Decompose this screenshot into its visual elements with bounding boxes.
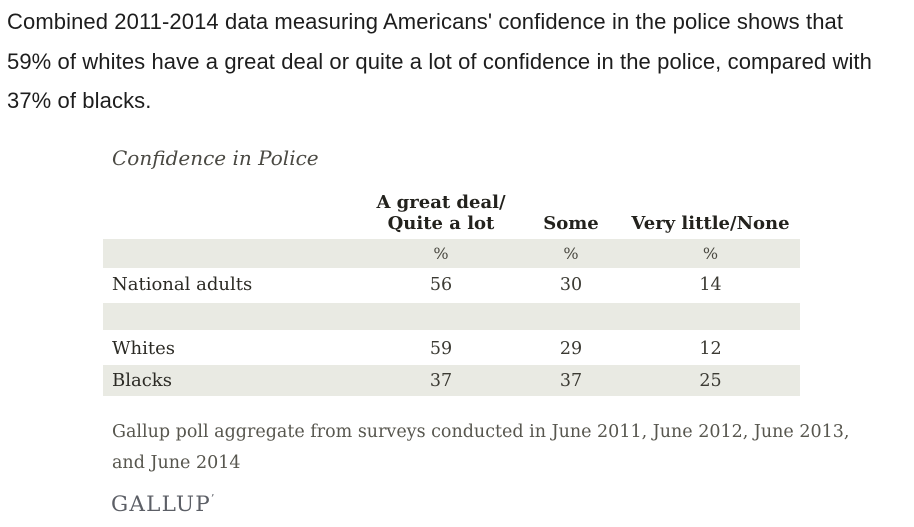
table-row-blacks: Blacks 37 37 25 xyxy=(103,365,800,396)
table-row-national-adults: National adults 56 30 14 xyxy=(103,268,800,301)
value-blacks-great-deal: 37 xyxy=(429,370,453,391)
value-national-some: 30 xyxy=(559,274,583,295)
table-row-whites: Whites 59 29 12 xyxy=(103,332,800,365)
gallup-trademark-tick: ’ xyxy=(210,492,215,505)
unit-percent: % xyxy=(702,244,719,263)
unit-percent: % xyxy=(563,244,579,263)
intro-line-1: Combined 2011-2014 data measuring Americ… xyxy=(7,9,844,34)
intro-line-3: 37% of blacks. xyxy=(7,88,152,113)
value-blacks-some: 37 xyxy=(559,370,583,391)
source-note-line1: Gallup poll aggregate from surveys condu… xyxy=(112,422,850,442)
spacer-row xyxy=(103,301,800,332)
value-national-very-little: 14 xyxy=(699,274,722,295)
figure-title: Confidence in Police xyxy=(112,146,319,170)
source-note-line2: and June 2014 xyxy=(112,452,241,473)
value-whites-very-little: 12 xyxy=(699,338,722,359)
column-header-great-deal-line1: A great deal/ xyxy=(376,192,506,213)
gallup-wordmark: GALLUP xyxy=(111,492,211,517)
value-whites-great-deal: 59 xyxy=(429,338,453,359)
table-header-row: A great deal/ Quite a lot Some Very litt… xyxy=(103,188,800,239)
row-label: Whites xyxy=(112,338,175,359)
gallup-logo: GALLUP’ xyxy=(111,492,214,517)
value-whites-some: 29 xyxy=(559,338,583,359)
confidence-in-police-table: A great deal/ Quite a lot Some Very litt… xyxy=(103,188,800,396)
intro-paragraph: Combined 2011-2014 data measuring Americ… xyxy=(7,2,872,121)
column-header-great-deal: A great deal/ Quite a lot xyxy=(361,192,521,234)
value-blacks-very-little: 25 xyxy=(699,370,722,391)
intro-line-2: 59% of whites have a great deal or quite… xyxy=(7,48,872,74)
column-header-very-little: Very little/None xyxy=(631,213,790,234)
column-header-some: Some xyxy=(543,213,599,234)
column-header-great-deal-line2: Quite a lot xyxy=(387,213,495,234)
unit-row: % % % xyxy=(103,239,800,268)
source-note: Gallup poll aggregate from surveys condu… xyxy=(112,417,849,478)
row-label: National adults xyxy=(112,274,253,295)
unit-percent: % xyxy=(433,244,449,263)
value-national-great-deal: 56 xyxy=(429,274,453,295)
row-label: Blacks xyxy=(112,370,172,391)
